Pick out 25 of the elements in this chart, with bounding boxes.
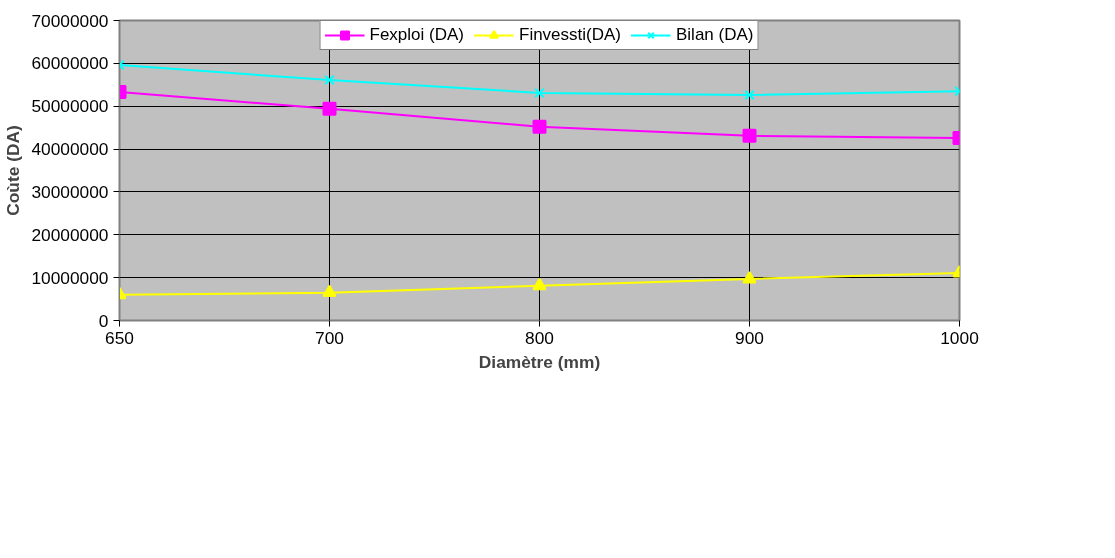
point	[742, 271, 757, 284]
y-axis-title: Coùte (DA)	[3, 125, 24, 216]
x-axis-title: Diamètre (mm)	[478, 351, 601, 372]
y-tick-label: 20000000	[31, 224, 109, 245]
y-tick-label: 10000000	[31, 267, 109, 288]
point	[322, 101, 337, 116]
point	[742, 128, 757, 143]
point	[744, 89, 755, 101]
x-tick-label: 1000	[940, 327, 979, 348]
x-tick-label: 800	[525, 327, 554, 348]
legend-label: Finvessti(DA)	[518, 25, 622, 45]
y-tick-label: 30000000	[31, 181, 109, 202]
y-tick-label: 40000000	[31, 139, 109, 160]
point	[322, 284, 337, 298]
legend-label: Fexploi (DA)	[369, 25, 464, 45]
y-tick-label: 60000000	[31, 53, 109, 74]
point	[532, 277, 547, 291]
y-tick-label: 50000000	[31, 96, 109, 117]
point	[324, 74, 335, 86]
x-tick-label: 700	[315, 327, 344, 348]
x-tick-label: 900	[735, 327, 764, 348]
legend-label: Bilan (DA)	[676, 25, 754, 45]
point	[534, 87, 545, 99]
y-tick-label: 70000000	[31, 10, 109, 31]
point	[532, 119, 547, 134]
